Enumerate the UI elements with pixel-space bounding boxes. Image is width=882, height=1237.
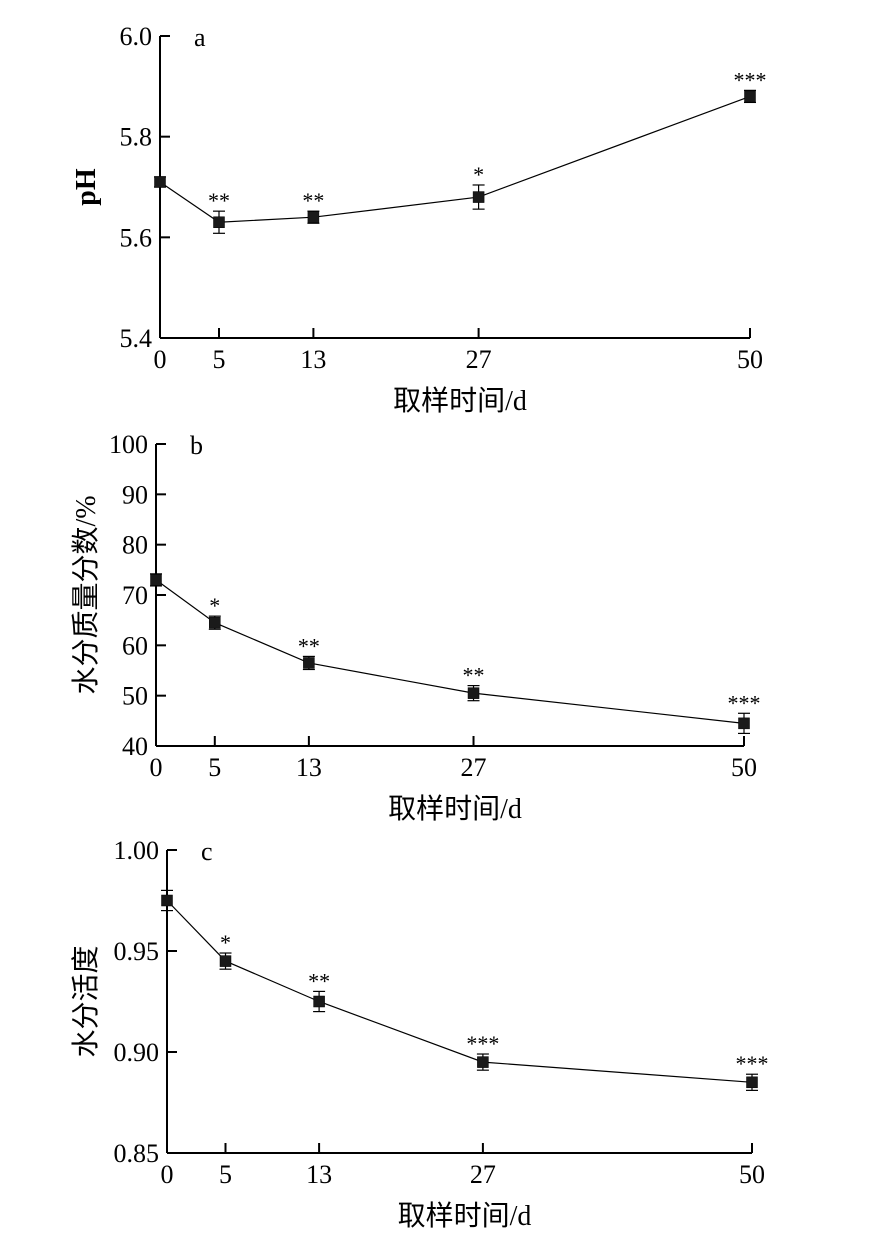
- x-tick-label: 5: [213, 345, 226, 374]
- y-tick-label: 0.85: [114, 1139, 160, 1168]
- x-tick-label: 50: [739, 1160, 765, 1189]
- series-line: [159, 95, 751, 223]
- x-tick-label: 27: [466, 345, 492, 374]
- significance-label: *: [209, 593, 220, 618]
- data-point: [219, 955, 232, 967]
- data-point: [303, 657, 315, 669]
- y-tick-label: 40: [122, 732, 148, 761]
- y-tick-label: 100: [109, 430, 148, 459]
- x-tick-label: 5: [219, 1160, 232, 1189]
- significance-label: ***: [466, 1031, 499, 1056]
- y-tick-label: 80: [122, 531, 148, 560]
- data-point: [472, 191, 485, 203]
- y-tick-label: 0.95: [114, 937, 160, 966]
- x-tick-label: 0: [161, 1160, 174, 1189]
- x-tick-label: 13: [306, 1160, 332, 1189]
- data-point: [746, 1076, 758, 1089]
- significance-label: **: [208, 188, 230, 213]
- significance-label: **: [302, 188, 324, 213]
- significance-label: *: [473, 162, 484, 187]
- x-tick-label: 5: [208, 753, 221, 782]
- y-tick-label: 0.90: [114, 1038, 160, 1067]
- panel-label: c: [201, 837, 213, 866]
- data-point: [744, 90, 756, 103]
- x-axis-title: 取样时间/d: [388, 793, 522, 825]
- data-point: [477, 1056, 489, 1068]
- significance-label: ***: [734, 67, 767, 92]
- significance-label: **: [463, 663, 485, 688]
- x-axis-title: 取样时间/d: [398, 1200, 532, 1232]
- significance-label: **: [298, 633, 320, 658]
- data-point: [209, 616, 221, 629]
- x-tick-label: 50: [737, 345, 763, 374]
- data-point: [154, 176, 166, 188]
- significance-label: *: [220, 930, 231, 955]
- x-tick-label: 0: [150, 753, 163, 782]
- x-tick-label: 27: [470, 1160, 496, 1189]
- y-tick-label: 5.4: [120, 324, 153, 353]
- data-point: [161, 894, 173, 907]
- x-axis-title: 取样时间/d: [393, 385, 527, 417]
- chart-panel-c: 0.850.900.951.000 5 13 27 50c取样时间/d水分活度*****…: [70, 836, 769, 1232]
- data-point: [307, 211, 320, 223]
- y-axis-title: pH: [71, 168, 102, 206]
- data-point: [313, 995, 325, 1008]
- x-tick-label: 13: [300, 345, 326, 374]
- y-axis-title: 水分活度: [70, 945, 102, 1057]
- y-axis-title: 水分质量分数/%: [70, 495, 102, 694]
- x-tick-label: 27: [461, 753, 487, 782]
- y-tick-label: 5.6: [120, 223, 153, 252]
- y-tick-label: 1.00: [114, 836, 160, 865]
- y-tick-label: 5.8: [120, 123, 153, 152]
- data-point: [213, 216, 225, 228]
- significance-label: ***: [728, 690, 761, 715]
- y-tick-label: 70: [122, 581, 148, 610]
- data-point: [150, 574, 162, 586]
- significance-label: ***: [736, 1051, 769, 1076]
- x-tick-label: 0: [154, 345, 167, 374]
- x-tick-label: 50: [731, 753, 757, 782]
- y-tick-label: 50: [122, 682, 148, 711]
- series-line: [155, 579, 745, 724]
- x-tick-label: 13: [296, 753, 322, 782]
- y-tick-label: 6.0: [120, 22, 153, 51]
- y-tick-label: 90: [122, 480, 148, 509]
- panel-label: a: [194, 23, 206, 52]
- panel-label: b: [190, 431, 203, 460]
- significance-label: **: [308, 968, 330, 993]
- series-line: [166, 900, 753, 1083]
- data-point: [467, 687, 480, 699]
- y-tick-label: 60: [122, 631, 148, 660]
- data-point: [738, 717, 750, 730]
